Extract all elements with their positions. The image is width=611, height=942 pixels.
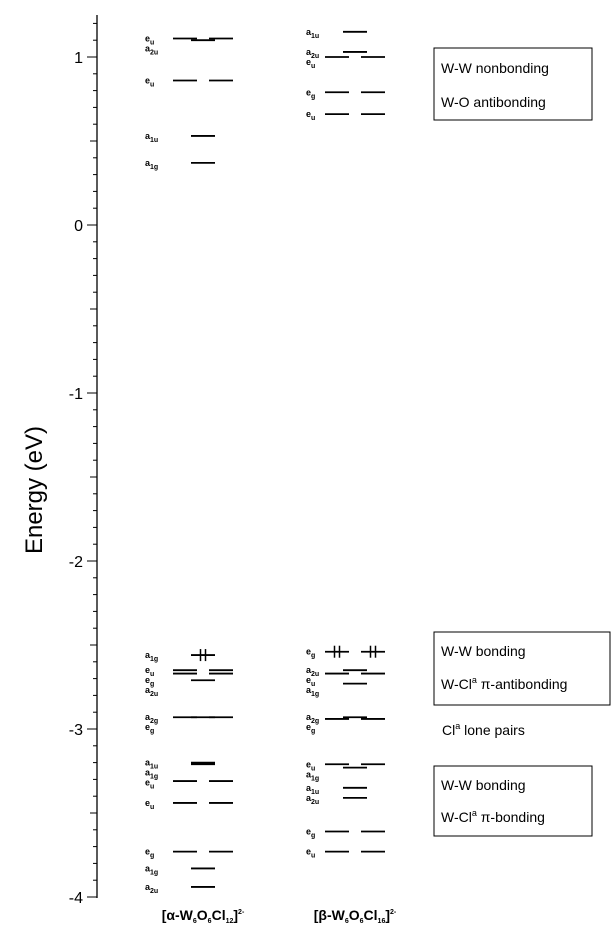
symmetry-label: a2u: [145, 882, 158, 895]
symmetry-label: a1g: [306, 769, 319, 782]
symmetry-label: a2u: [306, 665, 319, 678]
symmetry-label: eu: [145, 76, 154, 89]
y-tick-label: 1: [74, 50, 83, 67]
annotation-wo-antibonding: W-O antibonding: [441, 94, 546, 110]
annotation-ww-bonding-upper: W-W bonding: [441, 643, 526, 659]
symmetry-label: a1u: [306, 27, 319, 40]
symmetry-label: a1u: [145, 758, 158, 771]
energy-axis: 1 0 -1 -2 -3 -4: [69, 15, 98, 907]
symmetry-label: a2g: [306, 712, 319, 725]
symmetry-label: a1g: [145, 650, 158, 663]
symmetry-label-group: eua2ueua1ua1ga1geuega2ua2gega1ua1geueueg…: [145, 27, 319, 895]
y-tick-label: -4: [69, 890, 83, 907]
symmetry-label: a1g: [145, 158, 158, 171]
symmetry-label: eu: [306, 57, 315, 70]
symmetry-label: a1g: [145, 768, 158, 781]
annotation-box-upper-bonding: [433, 631, 611, 706]
annotation-box-lower-bonding: [433, 765, 593, 837]
annotation-cl-lone-pairs: Cla lone pairs: [442, 721, 525, 738]
energy-level: [191, 649, 215, 662]
annotation-box-antibonding: [433, 47, 593, 121]
annotation-ww-nonbonding: W-W nonbonding: [441, 60, 549, 76]
level-group: [173, 30, 385, 888]
symmetry-label: a2u: [145, 44, 158, 57]
symmetry-label: eg: [145, 722, 154, 735]
symmetry-label: eg: [306, 826, 315, 839]
y-tick-label: -2: [69, 554, 83, 571]
annotation-wcl-pi-antibonding: W-Cla π-antibonding: [441, 675, 567, 692]
symmetry-label: eu: [306, 109, 315, 122]
symmetry-label: a1u: [306, 783, 319, 796]
symmetry-label: a1g: [145, 863, 158, 876]
symmetry-label: eg: [145, 675, 154, 688]
symmetry-label: a1g: [306, 685, 319, 698]
symmetry-label: a2u: [306, 793, 319, 806]
axis-title: Energy (eV): [21, 426, 48, 554]
annotation-ww-bonding-lower: W-W bonding: [441, 777, 526, 793]
symmetry-label: eu: [145, 34, 154, 47]
symmetry-label: eg: [306, 87, 315, 100]
symmetry-label: eu: [306, 847, 315, 860]
symmetry-label: eu: [145, 798, 154, 811]
y-tick-label: 0: [74, 218, 83, 235]
annotation-wcl-pi-bonding: W-Cla π-bonding: [441, 808, 545, 825]
symmetry-label: eu: [145, 665, 154, 678]
column-caption-alpha: [α-W6O6Cl12]2-: [162, 907, 245, 925]
symmetry-label: eg: [145, 847, 154, 860]
symmetry-label: a2g: [145, 712, 158, 725]
symmetry-label: eg: [306, 722, 315, 735]
symmetry-label: a2u: [306, 47, 319, 60]
symmetry-label: eu: [306, 759, 315, 772]
symmetry-label: eu: [145, 778, 154, 791]
energy-level: [325, 645, 385, 658]
symmetry-label: a2u: [145, 685, 158, 698]
symmetry-label: eu: [306, 675, 315, 688]
symmetry-label: a1u: [145, 131, 158, 144]
symmetry-label: eg: [306, 647, 315, 660]
column-caption-beta: [β-W6O6Cl16]2-: [314, 907, 397, 925]
y-tick-label: -1: [69, 386, 83, 403]
y-tick-label: -3: [69, 722, 83, 739]
